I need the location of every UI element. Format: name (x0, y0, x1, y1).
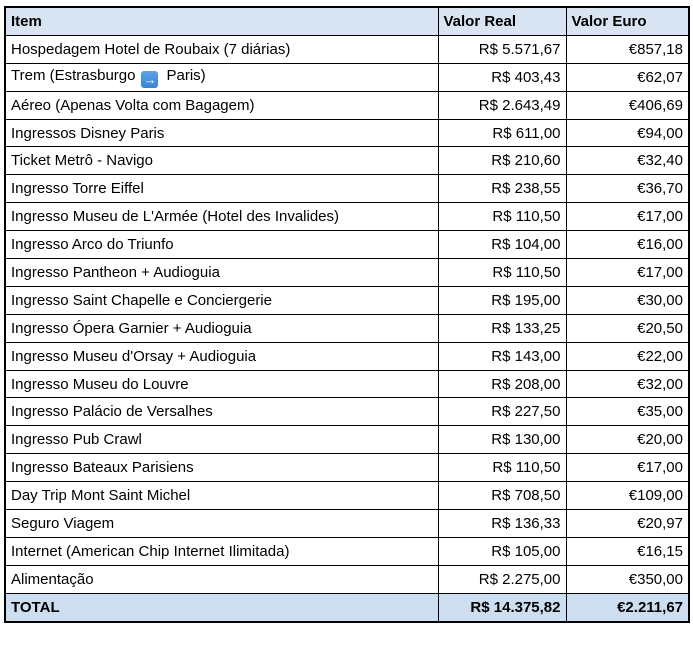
item-cell[interactable]: Ingresso Museu do Louvre (4, 369, 439, 399)
total-valor-real-cell[interactable]: R$ 14.375,82 (437, 592, 567, 623)
valor-euro-cell[interactable]: €20,97 (565, 509, 690, 538)
table-row: Ingresso Pantheon + Audioguia R$ 110,50 … (4, 258, 690, 287)
item-cell[interactable]: Ingresso Saint Chapelle e Conciergerie (4, 285, 439, 315)
table-row: Hospedagem Hotel de Roubaix (7 diárias) … (4, 34, 690, 64)
valor-real-cell[interactable]: R$ 110,50 (437, 453, 567, 483)
table-row: Ingresso Museu do Louvre R$ 208,00 €32,0… (4, 369, 690, 399)
valor-real-cell[interactable]: R$ 105,00 (437, 536, 567, 566)
table-row: Ticket Metrô - Navigo R$ 210,60 €32,40 (4, 146, 690, 176)
valor-real-cell[interactable]: R$ 143,00 (437, 341, 567, 371)
table-row: Ingresso Bateaux Parisiens R$ 110,50 €17… (4, 453, 690, 483)
table-row: Internet (American Chip Internet Ilimita… (4, 536, 690, 566)
valor-euro-cell[interactable]: €32,40 (565, 146, 690, 176)
valor-real-cell[interactable]: R$ 136,33 (437, 509, 567, 538)
valor-euro-cell[interactable]: €17,00 (565, 202, 690, 232)
valor-euro-cell[interactable]: €16,00 (565, 230, 690, 260)
valor-euro-cell[interactable]: €30,00 (565, 285, 690, 315)
item-text: Trem (Estrasburgo (11, 66, 136, 84)
table-row: Alimentação R$ 2.275,00 €350,00 (4, 564, 690, 594)
table-row: Ingresso Palácio de Versalhes R$ 227,50 … (4, 397, 690, 427)
item-cell[interactable]: Ingresso Museu d'Orsay + Audioguia (4, 341, 439, 371)
column-header-valor-euro[interactable]: Valor Euro (565, 6, 690, 36)
table-row: Aéreo (Apenas Volta com Bagagem) R$ 2.64… (4, 90, 690, 120)
valor-euro-cell[interactable]: €94,00 (565, 118, 690, 148)
table-row: Ingresso Pub Crawl R$ 130,00 €20,00 (4, 425, 690, 455)
valor-euro-cell[interactable]: €17,00 (565, 258, 690, 287)
table-row: Ingresso Torre Eiffel R$ 238,55 €36,70 (4, 174, 690, 204)
valor-euro-cell[interactable]: €20,00 (565, 425, 690, 455)
valor-euro-cell[interactable]: €16,15 (565, 536, 690, 566)
item-cell[interactable]: Ingressos Disney Paris (4, 118, 439, 148)
total-valor-euro-cell[interactable]: €2.211,67 (565, 592, 690, 623)
valor-euro-cell[interactable]: €22,00 (565, 341, 690, 371)
valor-euro-cell[interactable]: €857,18 (565, 34, 690, 64)
column-header-item[interactable]: Item (4, 6, 439, 36)
item-cell[interactable]: Internet (American Chip Internet Ilimita… (4, 536, 439, 566)
valor-euro-cell[interactable]: €35,00 (565, 397, 690, 427)
valor-real-cell[interactable]: R$ 238,55 (437, 174, 567, 204)
valor-real-cell[interactable]: R$ 133,25 (437, 313, 567, 343)
item-cell[interactable]: Aéreo (Apenas Volta com Bagagem) (4, 90, 439, 120)
valor-euro-cell[interactable]: €32,00 (565, 369, 690, 399)
valor-real-cell[interactable]: R$ 227,50 (437, 397, 567, 427)
expense-table: Item Valor Real Valor Euro Hospedagem Ho… (4, 6, 690, 623)
right-arrow-icon: → (141, 70, 159, 88)
item-cell[interactable]: Hospedagem Hotel de Roubaix (7 diárias) (4, 34, 439, 64)
item-cell[interactable]: Ticket Metrô - Navigo (4, 146, 439, 176)
item-cell[interactable]: Day Trip Mont Saint Michel (4, 481, 439, 511)
valor-real-cell[interactable]: R$ 2.275,00 (437, 564, 567, 594)
valor-real-cell[interactable]: R$ 5.571,67 (437, 34, 567, 64)
valor-real-cell[interactable]: R$ 611,00 (437, 118, 567, 148)
total-row: TOTAL R$ 14.375,82 €2.211,67 (4, 592, 690, 623)
header-row: Item Valor Real Valor Euro (4, 6, 690, 36)
valor-euro-cell[interactable]: €36,70 (565, 174, 690, 204)
item-cell[interactable]: Ingresso Bateaux Parisiens (4, 453, 439, 483)
item-cell[interactable]: Ingresso Palácio de Versalhes (4, 397, 439, 427)
total-label-cell[interactable]: TOTAL (4, 592, 439, 623)
valor-real-cell[interactable]: R$ 130,00 (437, 425, 567, 455)
valor-real-cell[interactable]: R$ 110,50 (437, 258, 567, 287)
valor-real-cell[interactable]: R$ 195,00 (437, 285, 567, 315)
table-row: Ingresso Arco do Triunfo R$ 104,00 €16,0… (4, 230, 690, 260)
valor-euro-cell[interactable]: €109,00 (565, 481, 690, 511)
table-row: Trem (Estrasburgo → Paris) R$ 403,43 €62,0… (4, 62, 690, 92)
valor-real-cell[interactable]: R$ 2.643,49 (437, 90, 567, 120)
item-cell[interactable]: Alimentação (4, 564, 439, 594)
item-cell[interactable]: Seguro Viagem (4, 509, 439, 538)
valor-real-cell[interactable]: R$ 210,60 (437, 146, 567, 176)
table-row: Ingressos Disney Paris R$ 611,00 €94,00 (4, 118, 690, 148)
item-cell[interactable]: Trem (Estrasburgo → Paris) (4, 62, 439, 92)
valor-real-cell[interactable]: R$ 104,00 (437, 230, 567, 260)
valor-euro-cell[interactable]: €17,00 (565, 453, 690, 483)
item-cell[interactable]: Ingresso Torre Eiffel (4, 174, 439, 204)
valor-real-cell[interactable]: R$ 708,50 (437, 481, 567, 511)
item-cell[interactable]: Ingresso Pantheon + Audioguia (4, 258, 439, 287)
table-row: Ingresso Museu d'Orsay + Audioguia R$ 14… (4, 341, 690, 371)
item-cell[interactable]: Ingresso Pub Crawl (4, 425, 439, 455)
item-cell[interactable]: Ingresso Arco do Triunfo (4, 230, 439, 260)
item-cell[interactable]: Ingresso Ópera Garnier + Audioguia (4, 313, 439, 343)
valor-euro-cell[interactable]: €20,50 (565, 313, 690, 343)
column-header-valor-real[interactable]: Valor Real (437, 6, 567, 36)
table-row: Ingresso Saint Chapelle e Conciergerie R… (4, 285, 690, 315)
table-row: Day Trip Mont Saint Michel R$ 708,50 €10… (4, 481, 690, 511)
item-cell[interactable]: Ingresso Museu de L'Armée (Hotel des Inv… (4, 202, 439, 232)
valor-euro-cell[interactable]: €350,00 (565, 564, 690, 594)
item-text: Paris) (166, 66, 206, 84)
table-row: Ingresso Ópera Garnier + Audioguia R$ 13… (4, 313, 690, 343)
valor-real-cell[interactable]: R$ 403,43 (437, 62, 567, 92)
table-row: Seguro Viagem R$ 136,33 €20,97 (4, 509, 690, 538)
valor-euro-cell[interactable]: €406,69 (565, 90, 690, 120)
table-row: Ingresso Museu de L'Armée (Hotel des Inv… (4, 202, 690, 232)
valor-real-cell[interactable]: R$ 208,00 (437, 369, 567, 399)
valor-euro-cell[interactable]: €62,07 (565, 62, 690, 92)
valor-real-cell[interactable]: R$ 110,50 (437, 202, 567, 232)
